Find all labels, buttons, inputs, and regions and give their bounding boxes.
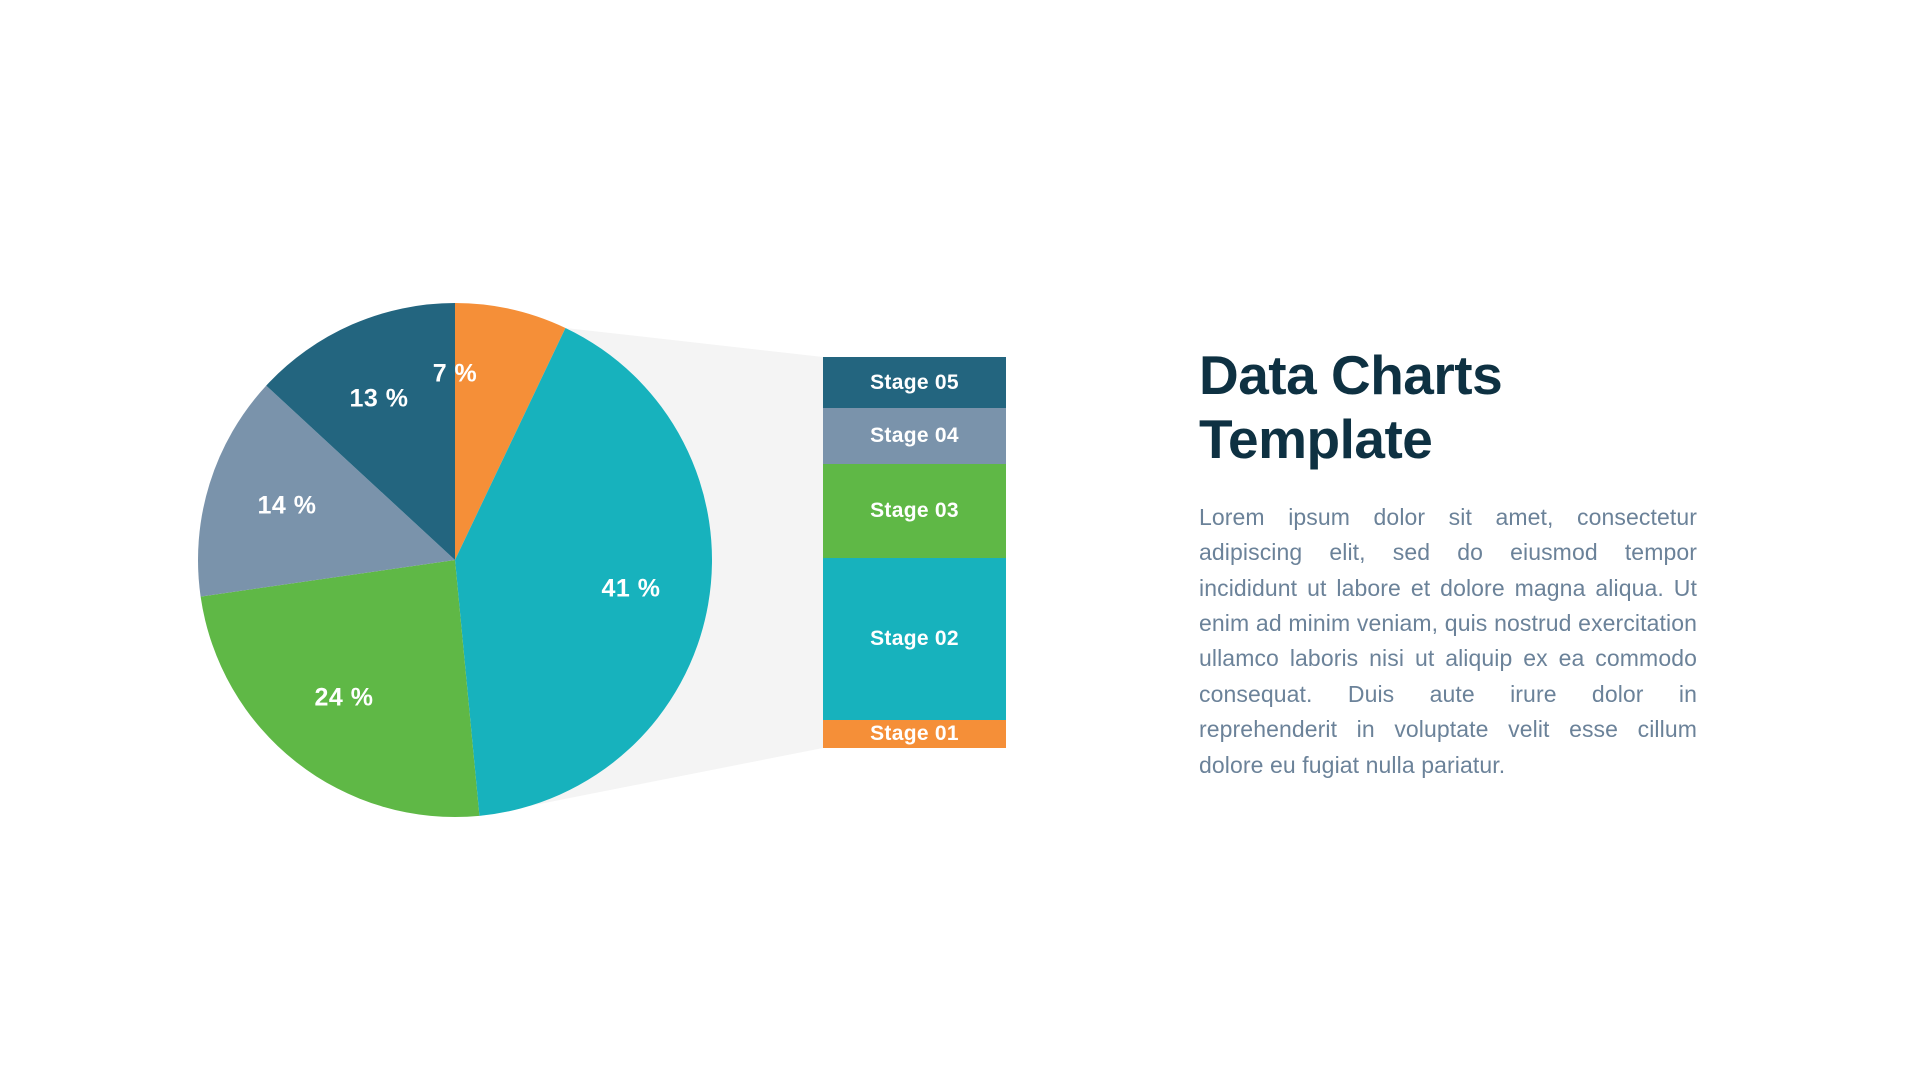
pie-slice-stage-05[interactable]: [266, 303, 455, 560]
pie-slice-label-stage-01: 7 %: [433, 360, 478, 388]
pie-chart-svg: 7 % 41 % 24 % 14 % 13 %: [198, 303, 823, 818]
pie-slice-label-stage-03: 24 %: [315, 684, 374, 712]
legend-item-label: Stage 04: [870, 423, 959, 447]
text-panel: Data Charts Template Lorem ipsum dolor s…: [1199, 343, 1697, 783]
pie-slice-labels: 7 % 41 % 24 % 14 % 13 %: [258, 360, 661, 712]
legend-item-label: Stage 03: [870, 499, 959, 523]
pie-chart-graphic: 7 % 41 % 24 % 14 % 13 %: [198, 303, 823, 818]
legend-item-label: Stage 02: [870, 627, 959, 651]
pie-slice-stage-02[interactable]: [455, 327, 713, 816]
legend-item-stage-03[interactable]: Stage 03: [823, 463, 1006, 559]
legend: Stage 05 Stage 04 Stage 03 Stage 02 Stage 01: [823, 357, 1006, 748]
pie-slice-label-stage-02: 41 %: [602, 575, 661, 603]
funnel-connector-shape: [479, 327, 823, 816]
legend-item-stage-01[interactable]: Stage 01: [823, 720, 1006, 748]
legend-item-stage-04[interactable]: Stage 04: [823, 408, 1006, 464]
pie-slice-stage-01[interactable]: [455, 303, 566, 560]
legend-item-label: Stage 05: [870, 370, 959, 394]
page-title-line-1: Data Charts: [1199, 344, 1503, 406]
pie-slices: [198, 303, 713, 818]
legend-item-label: Stage 01: [870, 722, 959, 746]
legend-item-stage-05[interactable]: Stage 05: [823, 357, 1006, 409]
page-title: Data Charts Template: [1199, 343, 1697, 472]
legend-item-stage-02[interactable]: Stage 02: [823, 558, 1006, 721]
body-paragraph: Lorem ipsum dolor sit amet, consectetur …: [1199, 503, 1697, 778]
page-title-line-2: Template: [1199, 408, 1433, 471]
pie-slice-stage-04[interactable]: [198, 385, 456, 597]
funnel-connector: [479, 327, 823, 816]
pie-slice-label-stage-05: 13 %: [350, 385, 409, 413]
pie-slice-label-stage-04: 14 %: [258, 492, 317, 520]
pie-slice-stage-03[interactable]: [200, 560, 480, 818]
